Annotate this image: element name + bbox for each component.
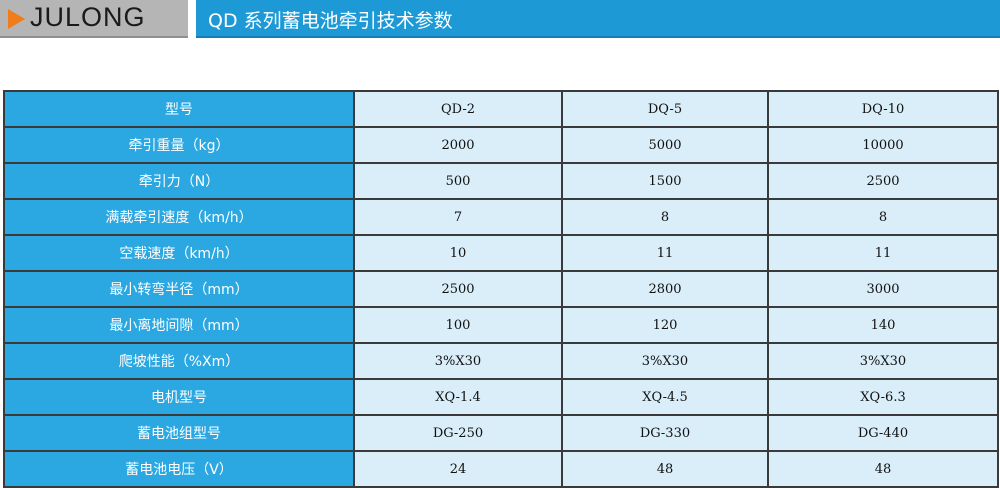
page-title: QD 系列蓄电池牵引技术参数	[208, 10, 453, 32]
value-cell: DG-250	[353, 414, 563, 452]
row-label-cell: 空载速度（km/h）	[3, 234, 355, 272]
table-row: 空载速度（km/h） 10 11 11	[3, 234, 999, 272]
value-cell: 100	[353, 306, 563, 344]
table-header-row: 型号 QD-2 DQ-5 DQ-10	[3, 90, 999, 128]
row-label-cell: 爬坡性能（%Xm）	[3, 342, 355, 380]
header-label-cell: 型号	[3, 90, 355, 128]
row-label-cell: 电机型号	[3, 378, 355, 416]
table-row: 蓄电池组型号 DG-250 DG-330 DG-440	[3, 414, 999, 452]
value-cell: 3000	[767, 270, 999, 308]
value-cell: 3%X30	[353, 342, 563, 380]
play-arrow-icon	[8, 9, 25, 29]
table-row: 最小离地间隙（mm） 100 120 140	[3, 306, 999, 344]
value-cell: 500	[353, 162, 563, 200]
table-row: 爬坡性能（%Xm） 3%X30 3%X30 3%X30	[3, 342, 999, 380]
table-row: 蓄电池电压（V） 24 48 48	[3, 450, 999, 488]
value-cell: 8	[561, 198, 769, 236]
table-row: 最小转弯半径（mm） 2500 2800 3000	[3, 270, 999, 308]
value-cell: 48	[561, 450, 769, 488]
value-cell: 2800	[561, 270, 769, 308]
value-cell: 2000	[353, 126, 563, 164]
model-cell: DQ-5	[561, 90, 769, 128]
brand-box: JULONG	[0, 0, 188, 38]
value-cell: XQ-6.3	[767, 378, 999, 416]
model-cell: QD-2	[353, 90, 563, 128]
value-cell: 1500	[561, 162, 769, 200]
row-label-cell: 最小离地间隙（mm）	[3, 306, 355, 344]
value-cell: 10	[353, 234, 563, 272]
row-label-cell: 蓄电池组型号	[3, 414, 355, 452]
brand-logo-text: JULONG	[30, 2, 146, 32]
value-cell: 140	[767, 306, 999, 344]
table-row: 牵引力（N） 500 1500 2500	[3, 162, 999, 200]
value-cell: 11	[561, 234, 769, 272]
value-cell: 3%X30	[767, 342, 999, 380]
value-cell: 3%X30	[561, 342, 769, 380]
row-label-cell: 蓄电池电压（V）	[3, 450, 355, 488]
row-label-cell: 牵引重量（kg）	[3, 126, 355, 164]
table-row: 电机型号 XQ-1.4 XQ-4.5 XQ-6.3	[3, 378, 999, 416]
value-cell: 24	[353, 450, 563, 488]
table-row: 满载牵引速度（km/h） 7 8 8	[3, 198, 999, 236]
value-cell: 7	[353, 198, 563, 236]
value-cell: DG-330	[561, 414, 769, 452]
value-cell: 48	[767, 450, 999, 488]
value-cell: 11	[767, 234, 999, 272]
value-cell: 2500	[767, 162, 999, 200]
value-cell: 5000	[561, 126, 769, 164]
title-bar: QD 系列蓄电池牵引技术参数	[196, 0, 1000, 38]
row-label-cell: 牵引力（N）	[3, 162, 355, 200]
row-label-cell: 最小转弯半径（mm）	[3, 270, 355, 308]
row-label-cell: 满载牵引速度（km/h）	[3, 198, 355, 236]
value-cell: 8	[767, 198, 999, 236]
model-cell: DQ-10	[767, 90, 999, 128]
value-cell: DG-440	[767, 414, 999, 452]
value-cell: XQ-1.4	[353, 378, 563, 416]
table-row: 牵引重量（kg） 2000 5000 10000	[3, 126, 999, 164]
spec-table: 型号 QD-2 DQ-5 DQ-10 牵引重量（kg） 2000 5000 10…	[3, 90, 999, 488]
value-cell: 120	[561, 306, 769, 344]
page-header: JULONG QD 系列蓄电池牵引技术参数	[0, 0, 1000, 38]
value-cell: 10000	[767, 126, 999, 164]
value-cell: XQ-4.5	[561, 378, 769, 416]
value-cell: 2500	[353, 270, 563, 308]
